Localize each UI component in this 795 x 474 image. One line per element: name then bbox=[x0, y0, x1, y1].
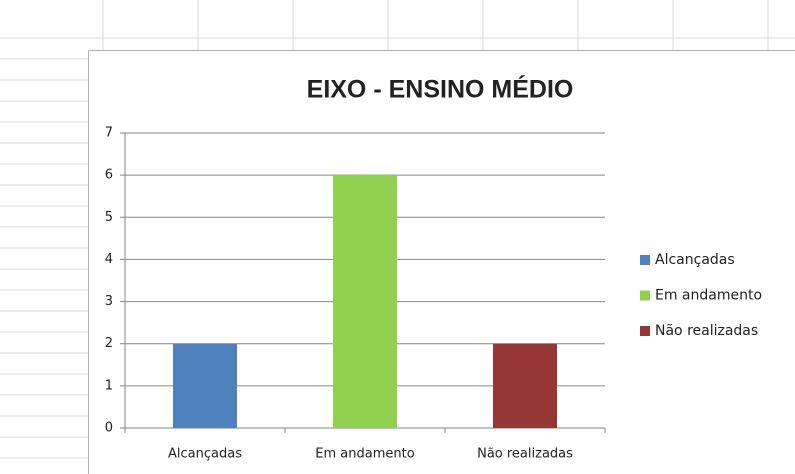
y-tick-label: 2 bbox=[105, 336, 113, 351]
legend-swatch bbox=[640, 326, 650, 336]
x-tick-label: Em andamento bbox=[315, 447, 414, 462]
y-tick-label: 6 bbox=[105, 168, 113, 183]
legend-swatch bbox=[640, 290, 650, 301]
x-tick-label: Alcançadas bbox=[168, 447, 242, 462]
legend-label: Não realizadas bbox=[655, 323, 758, 339]
x-tick-label: Não realizadas bbox=[477, 447, 573, 462]
y-tick-label: 1 bbox=[105, 378, 113, 393]
y-tick-label: 3 bbox=[105, 294, 113, 309]
y-tick-label: 5 bbox=[105, 210, 113, 225]
legend-label: Em andamento bbox=[655, 288, 762, 304]
bar bbox=[173, 343, 237, 428]
y-tick-label: 7 bbox=[105, 126, 113, 141]
y-tick-label: 0 bbox=[105, 421, 113, 436]
legend-swatch bbox=[640, 255, 650, 265]
y-tick-label: 4 bbox=[105, 252, 113, 267]
legend-label: Alcançadas bbox=[655, 252, 735, 268]
bar bbox=[333, 175, 397, 428]
bar bbox=[493, 343, 557, 428]
chart-title: EIXO - ENSINO MÉDIO bbox=[307, 75, 574, 104]
